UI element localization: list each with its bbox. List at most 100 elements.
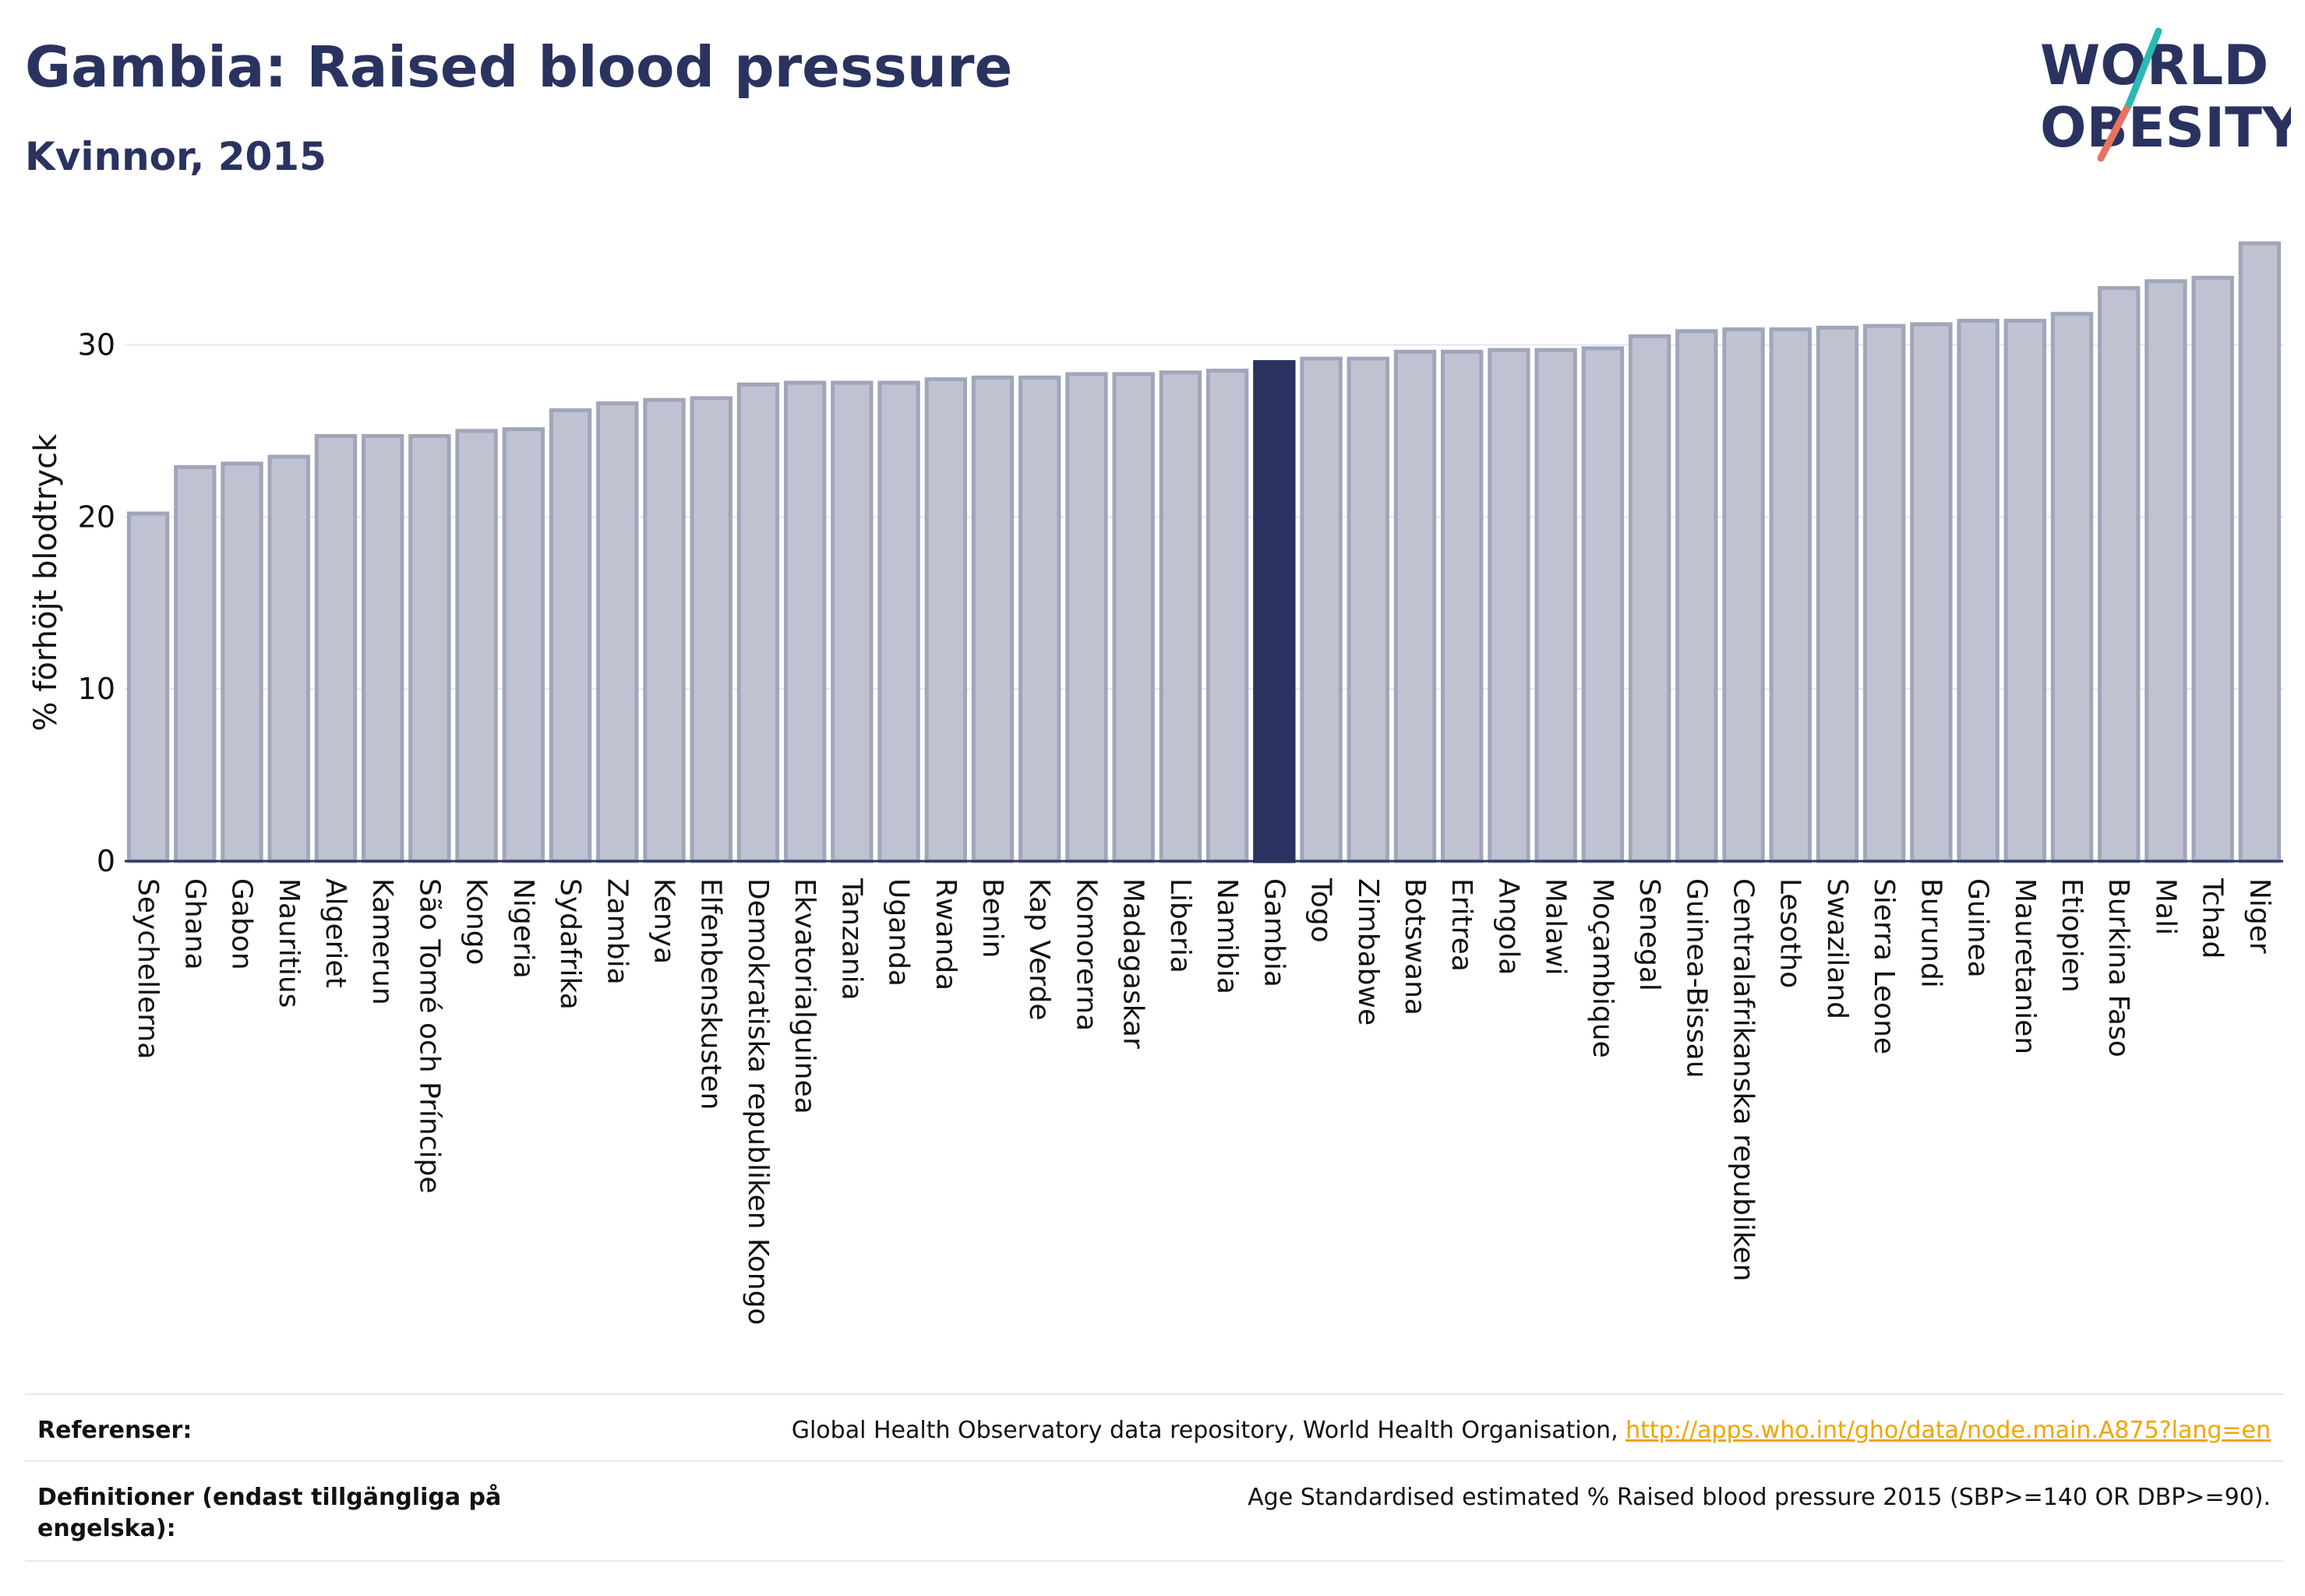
x-tick-label: Burkina Faso: [2102, 878, 2134, 1058]
bar-guinea[interactable]: [1957, 319, 2000, 863]
bar-nigeria[interactable]: [502, 427, 545, 863]
x-tick-label: Swaziland: [1821, 878, 1853, 1019]
x-tick-label: Algeriet: [319, 878, 351, 988]
x-tick-label: Togo: [1305, 877, 1337, 943]
bar-burkina-faso[interactable]: [2098, 286, 2141, 863]
bar-angola[interactable]: [1488, 348, 1530, 863]
bar-zambia[interactable]: [596, 401, 639, 863]
bar-ghana[interactable]: [174, 464, 217, 863]
x-tick-label: Kap Verde: [1023, 878, 1055, 1020]
x-tick-label: Benin: [976, 878, 1008, 958]
page-title: Gambia: Raised blood pressure: [25, 34, 1013, 100]
x-tick-label: Eritrea: [1445, 878, 1477, 972]
bar-gambia[interactable]: [1253, 360, 1296, 863]
bar-guinea-bissau[interactable]: [1675, 329, 1718, 863]
bar-botswana[interactable]: [1393, 349, 1437, 863]
x-tick-label: Guinea-Bissau: [1680, 878, 1712, 1079]
bars: [126, 241, 2282, 863]
bar-madagaskar[interactable]: [1112, 372, 1155, 863]
bar-eritrea[interactable]: [1441, 349, 1484, 863]
bar-etiopien[interactable]: [2050, 312, 2094, 863]
bar-rwanda[interactable]: [924, 377, 967, 863]
definitions-row: Definitioner (endast tillgängliga på eng…: [25, 1460, 2283, 1562]
bar-sydafrika[interactable]: [549, 408, 592, 863]
x-tick-label: Kongo: [461, 878, 492, 966]
logo-slash-upper: [2125, 27, 2162, 108]
x-tick-label: Etiopien: [2056, 878, 2088, 993]
x-tick-label: Senegal: [1633, 878, 1665, 991]
bar-malawi[interactable]: [1534, 348, 1577, 863]
bar-centralafrikanska-republiken[interactable]: [1722, 327, 1765, 863]
bar-togo[interactable]: [1300, 356, 1343, 863]
x-tick-label: Tchad: [2197, 877, 2229, 959]
x-tick-label: Zimbabwe: [1352, 878, 1384, 1026]
x-tick-label: Malawi: [1540, 878, 1572, 976]
bar-sierra-leone[interactable]: [1862, 323, 1906, 863]
x-tick-label: Sydafrika: [554, 878, 586, 1010]
bar-kap-verde[interactable]: [1018, 375, 1061, 863]
definitions-label: Definitioner (endast tillgängliga på eng…: [37, 1484, 502, 1542]
bar-benin[interactable]: [971, 375, 1015, 863]
y-tick-label: 0: [97, 844, 115, 878]
bar-tanzania[interactable]: [831, 380, 874, 863]
footer-table: Referenser: Global Health Observatory da…: [25, 1393, 2283, 1562]
bar-mo-ambique[interactable]: [1581, 346, 1625, 863]
x-tick-label: Gabon: [226, 878, 258, 970]
x-tick-label: Demokratiska republiken Kongo: [742, 878, 774, 1325]
x-tick-label: Zambia: [601, 878, 633, 985]
x-tick-label: Seychellerna: [132, 878, 164, 1059]
bar-mauritius[interactable]: [267, 454, 310, 863]
references-row: Referenser: Global Health Observatory da…: [25, 1393, 2283, 1460]
x-tick-label: Angola: [1492, 878, 1524, 975]
x-tick-label: Tanzania: [835, 877, 867, 1001]
x-tick-label: Mali: [2149, 878, 2181, 935]
x-tick-label: Namibia: [1211, 878, 1243, 994]
bar-uganda[interactable]: [877, 380, 920, 863]
y-tick-label: 30: [78, 328, 115, 362]
bar-niger[interactable]: [2238, 241, 2282, 863]
bar-chart: 0 10 20 30 Seychellerna Ghana Gabon Mauritius A…: [28, 241, 2283, 1325]
x-tick-label: Ekvatorialguinea: [789, 878, 821, 1114]
bar-mauretanien[interactable]: [2003, 319, 2046, 863]
definitions-value: Age Standardised estimated % Raised bloo…: [1248, 1484, 2271, 1511]
world-obesity-logo: WORLD OBESITY: [2040, 27, 2291, 162]
x-tick-label: Burundi: [1915, 878, 1947, 988]
references-label: Referenser:: [37, 1417, 192, 1444]
bar-algeriet[interactable]: [314, 434, 358, 863]
bar-namibia[interactable]: [1205, 369, 1249, 863]
bar-demokratiska-republiken-kongo[interactable]: [736, 382, 780, 863]
bar-mali[interactable]: [2144, 279, 2187, 863]
bar-lesotho[interactable]: [1769, 327, 1812, 863]
x-tick-label: Ghana: [178, 878, 210, 970]
bar-kamerun[interactable]: [362, 434, 404, 863]
bar-tchad[interactable]: [2191, 275, 2234, 863]
bar-ekvatorialguinea[interactable]: [783, 380, 827, 863]
x-tick-label: Gambia: [1258, 878, 1290, 987]
x-ticks: Seychellerna Ghana Gabon Mauritius Algeriet K…: [132, 877, 2275, 1325]
bar-senegal[interactable]: [1628, 334, 1671, 863]
bar-komorerna[interactable]: [1065, 372, 1108, 863]
x-tick-label: Nigeria: [507, 878, 539, 979]
bar-liberia[interactable]: [1159, 370, 1202, 863]
x-tick-label: Kenya: [648, 878, 680, 964]
bar-seychellerna[interactable]: [126, 511, 170, 863]
bar-kenya[interactable]: [643, 397, 686, 863]
x-tick-label: Rwanda: [930, 878, 962, 990]
bar-burundi[interactable]: [1910, 322, 1953, 863]
bar-zimbabwe[interactable]: [1347, 356, 1389, 863]
bar-kongo[interactable]: [455, 429, 498, 863]
logo-slash-lower: [2097, 101, 2133, 162]
x-tick-label: Niger: [2243, 878, 2275, 954]
y-ticks: 0 10 20 30: [78, 328, 115, 879]
bar-s-o-tom-och-pr-ncipe[interactable]: [408, 434, 451, 863]
bar-swaziland[interactable]: [1816, 325, 1859, 863]
references-text: Global Health Observatory data repositor…: [791, 1417, 1626, 1444]
x-tick-label: Botswana: [1399, 878, 1431, 1015]
x-tick-label: Sierra Leone: [1868, 878, 1900, 1054]
bar-elfenbenskusten[interactable]: [690, 396, 732, 863]
references-link[interactable]: http://apps.who.int/gho/data/node.main.A…: [1626, 1417, 2271, 1444]
x-tick-label: Centralafrikanska republiken: [1728, 878, 1760, 1281]
x-tick-label: Lesotho: [1774, 878, 1806, 988]
bar-gabon[interactable]: [221, 461, 263, 863]
x-tick-label: Mauritius: [273, 878, 305, 1008]
